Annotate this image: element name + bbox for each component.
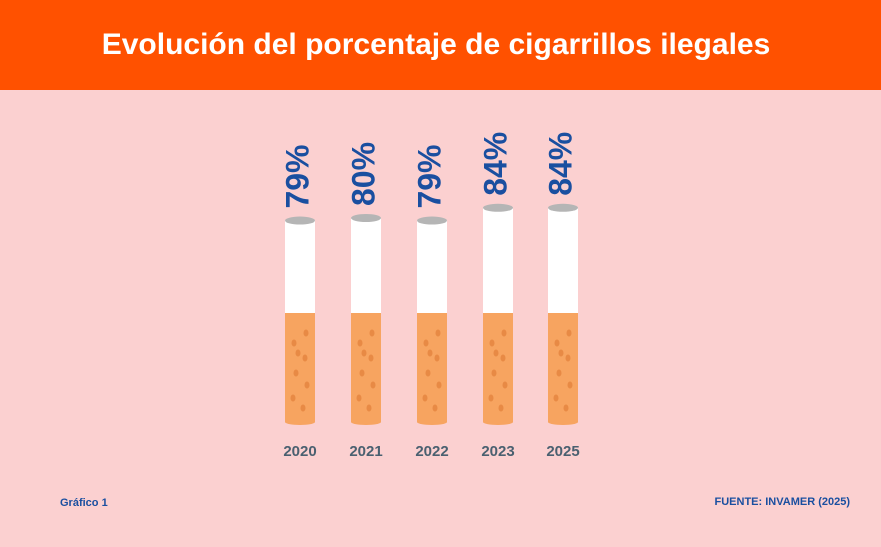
cigarette-tip [417, 216, 447, 225]
value-label: 79% [279, 145, 315, 209]
filter-spot [488, 394, 494, 402]
x-tick-label: 2020 [283, 443, 316, 460]
filter-spot [435, 329, 441, 337]
filter-spot [368, 354, 374, 362]
filter-spot [558, 349, 564, 357]
filter-spot [359, 369, 365, 377]
filter-spot [566, 329, 572, 337]
filter-spot [434, 354, 440, 362]
x-tick-label: 2022 [415, 443, 448, 460]
filter-spot [489, 339, 495, 347]
value-label: 79% [411, 145, 447, 209]
cigarette-tip [483, 203, 513, 212]
cigarette-base [548, 419, 578, 425]
cigarette-base [483, 419, 513, 425]
filter-spot [553, 394, 559, 402]
filter [548, 313, 578, 422]
filter-spot [425, 369, 431, 377]
value-label: 80% [345, 142, 381, 206]
filter-spot [500, 354, 506, 362]
cigarette-base [285, 419, 315, 425]
filter-spot [565, 354, 571, 362]
value-label: 84% [477, 132, 513, 196]
x-tick-label: 2023 [481, 443, 514, 460]
cigarette-tip [351, 214, 381, 222]
chart-title: Evolución del porcentaje de cigarrillos … [102, 28, 771, 61]
x-tick-label: 2025 [546, 443, 579, 460]
filter-spot [361, 349, 367, 357]
filter-spot [427, 349, 433, 357]
filter-spot [356, 394, 362, 402]
filter [351, 313, 381, 422]
filter-spot [498, 404, 504, 412]
filter-spot [491, 369, 497, 377]
source: FUENTE: INVAMER (2025) [715, 496, 851, 508]
filter-spot [502, 381, 508, 389]
filter-spot [501, 329, 507, 337]
cigarette-base [417, 419, 447, 425]
filter-spot [291, 339, 297, 347]
filter-spot [304, 381, 310, 389]
filter-spot [436, 381, 442, 389]
filter-spot [300, 404, 306, 412]
filter-spot [295, 349, 301, 357]
filter-spot [493, 349, 499, 357]
filter-spot [567, 381, 573, 389]
filter [285, 313, 315, 422]
caption: Gráfico 1 [60, 497, 108, 509]
filter-spot [422, 394, 428, 402]
filter-spot [369, 329, 375, 337]
cigarette-tip [285, 216, 315, 225]
filter-spot [563, 404, 569, 412]
filter [417, 313, 447, 422]
filter-spot [303, 329, 309, 337]
value-label: 84% [542, 132, 578, 196]
filter-spot [554, 339, 560, 347]
filter-spot [290, 394, 296, 402]
filter-spot [293, 369, 299, 377]
filter-spot [432, 404, 438, 412]
cigarette-tip [548, 203, 578, 212]
header-band [0, 0, 881, 90]
filter-spot [556, 369, 562, 377]
filter-spot [302, 354, 308, 362]
filter-spot [366, 404, 372, 412]
filter-spot [357, 339, 363, 347]
x-tick-label: 2021 [349, 443, 382, 460]
filter-spot [370, 381, 376, 389]
filter-spot [423, 339, 429, 347]
cigarette-base [351, 419, 381, 425]
filter [483, 313, 513, 422]
